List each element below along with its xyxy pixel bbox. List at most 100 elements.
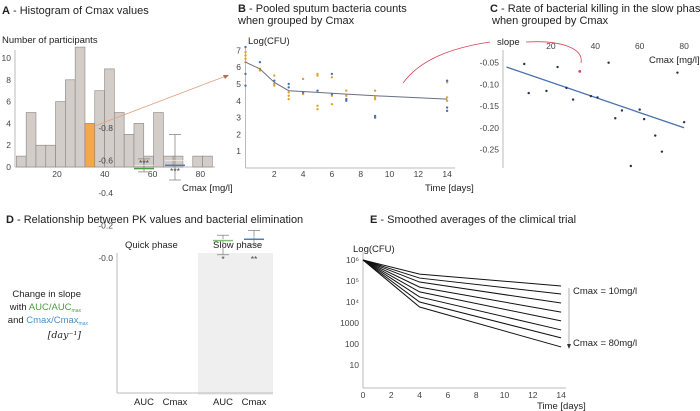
data-point-orange: [330, 94, 334, 97]
regression-line: [506, 66, 685, 129]
series-line: [362, 259, 562, 348]
panel-a-ylabel: Number of participants: [2, 35, 98, 46]
a-xtick-label: 20: [52, 169, 62, 179]
d-ytick-label: -0.6: [98, 156, 113, 166]
b-ytick-label: 5: [236, 79, 241, 89]
data-point-blue: [258, 60, 262, 64]
b-xtick-label: 2: [272, 169, 277, 179]
data-point: [523, 62, 526, 66]
series-line: [362, 259, 562, 304]
data-point-orange: [244, 57, 247, 60]
data-point: [571, 98, 575, 101]
e-xtick-label: 10: [500, 390, 510, 400]
data-point: [545, 89, 548, 93]
a-xtick-label: 40: [100, 169, 110, 179]
significance-stars: ***: [170, 166, 181, 176]
connector-curve: [402, 41, 491, 84]
a-ytick-label: 2: [6, 140, 11, 150]
panel-b-title: B - Pooled sputum bacteria counts: [238, 3, 407, 15]
histogram-bar: [202, 155, 213, 168]
series-line: [362, 259, 562, 331]
series-line: [362, 259, 562, 339]
data-point: [629, 164, 633, 168]
data-point-orange: [301, 92, 305, 96]
data-point-blue: [244, 72, 247, 76]
b-ytick-label: 3: [236, 113, 241, 123]
data-point-orange: [330, 102, 334, 106]
data-point-blue: [244, 84, 247, 87]
panel-e-title: E - Smoothed averages of the climical tr…: [370, 214, 576, 226]
c-xtick-label: 80: [679, 41, 689, 51]
data-point-orange: [301, 77, 305, 81]
e-xtick-label: 4: [417, 390, 422, 400]
series-line: [362, 259, 562, 295]
data-point-blue: [345, 97, 348, 101]
a-ytick-label: 0: [6, 162, 11, 172]
b-xtick-label: 8: [358, 169, 363, 179]
d-ytick-label: -0.2: [98, 221, 113, 231]
data-point: [676, 71, 679, 74]
histogram-bar: [16, 155, 27, 168]
e-ytick-label: 10⁴: [346, 297, 359, 307]
data-point: [620, 109, 624, 112]
data-point: [660, 150, 664, 153]
slow-phase-background: [198, 253, 273, 395]
panel-b-ylabel: Log(CFU): [248, 36, 290, 47]
b-ytick-label: 1: [236, 146, 241, 156]
histogram-bar: [65, 79, 76, 168]
data-point-blue: [330, 72, 334, 76]
histogram-bar: [35, 144, 47, 168]
panel-d-ylabel-3: and Cmax/Cmaxmax: [8, 315, 89, 327]
data-point-orange: [445, 96, 449, 99]
data-point-orange: [373, 97, 377, 101]
histogram-bar: [192, 155, 203, 168]
panel-e-xlabel: Time [days]: [537, 401, 586, 411]
c-ytick-label: -0.15: [480, 101, 500, 111]
histogram-bar: [104, 68, 115, 168]
data-point: [565, 86, 568, 90]
histogram-bar: [153, 112, 164, 168]
data-point-blue: [316, 89, 319, 92]
data-point: [614, 117, 617, 120]
histogram-bar: [84, 123, 96, 168]
e-ytick-label: 10⁶: [346, 255, 359, 265]
histogram-bar: [123, 134, 135, 168]
annotation-cmax-10: Cmax = 10mg/l: [573, 286, 637, 297]
histogram-bar: [114, 112, 125, 168]
group-label-quick: Quick phase: [125, 240, 178, 251]
data-point: [642, 117, 646, 121]
arrow-head-icon: [567, 344, 571, 349]
significance-stars: ***: [139, 158, 150, 168]
e-xtick-label: 6: [446, 390, 451, 400]
mean-line: [245, 61, 448, 100]
data-point-orange: [445, 81, 449, 84]
a-xtick-label: 60: [148, 169, 158, 179]
c-xtick-label: 40: [591, 41, 601, 51]
d-ytick-label: -0.0: [98, 253, 113, 263]
a-ytick-label: 10: [2, 53, 12, 63]
data-point-orange: [287, 94, 290, 97]
data-point-blue: [373, 114, 377, 118]
b-xtick-label: 6: [330, 169, 335, 179]
panel-e-ylabel: Log(CFU): [353, 244, 395, 255]
b-ytick-label: 4: [236, 96, 241, 106]
data-point-orange: [273, 74, 276, 77]
data-point-orange: [316, 104, 319, 108]
data-point: [596, 96, 599, 99]
data-point-blue: [287, 82, 290, 86]
e-xtick-label: 8: [474, 390, 479, 400]
panel-d-ylabel-unit: [day⁻¹]: [48, 330, 82, 341]
c-ytick-label: -0.20: [480, 123, 500, 133]
d-ytick-label: -0.8: [98, 123, 113, 133]
c-xtick-label: 60: [635, 41, 645, 51]
e-xtick-label: 14: [556, 390, 566, 400]
box-label: AUC: [213, 397, 233, 408]
panel-d-title: D - Relationship between PK values and b…: [6, 214, 303, 226]
panel-d-ylabel-1: Change in slope: [12, 289, 81, 300]
b-xtick-label: 10: [385, 169, 395, 179]
histogram-bar: [172, 155, 184, 168]
c-ytick-label: -0.25: [480, 145, 500, 155]
data-point: [589, 94, 593, 98]
series-line: [362, 259, 562, 287]
e-xtick-label: 2: [389, 390, 394, 400]
